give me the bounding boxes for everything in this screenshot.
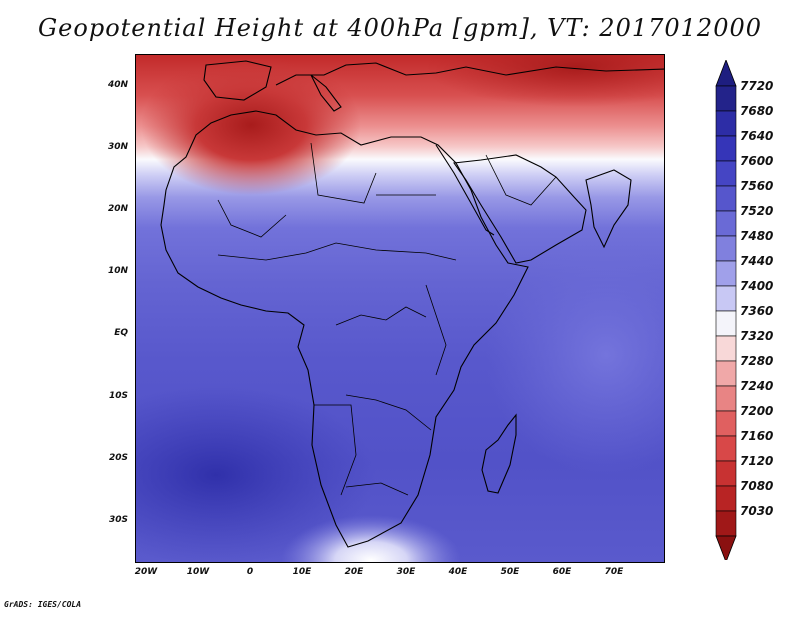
italy-outline	[310, 74, 342, 112]
india-outline	[585, 169, 632, 249]
colorbar-level-label: 7360	[740, 304, 774, 318]
lon-label-20e: 20E	[344, 567, 364, 577]
colorbar-swatch	[715, 235, 737, 262]
colorbar-swatch	[715, 410, 737, 437]
lat-label-eq: EQ	[114, 328, 128, 338]
colorbar-level-label: 7280	[740, 354, 774, 368]
africa-outline	[160, 110, 529, 548]
border-congo	[335, 306, 427, 326]
colorbar-top-arrow	[715, 60, 737, 87]
colorbar-level-label: 7080	[740, 479, 774, 493]
colorbar-bottom-arrow	[715, 535, 737, 560]
colorbar-level-label: 7320	[740, 329, 774, 343]
colorbar	[715, 60, 737, 560]
coastlines	[160, 60, 664, 548]
colorbar-level-label: 7160	[740, 429, 774, 443]
arabia-outline	[453, 154, 587, 264]
high-center-south	[281, 515, 461, 562]
lon-label-10w: 10W	[186, 567, 210, 577]
border-east-africa	[425, 284, 447, 376]
colorbar-level-label: 7680	[740, 104, 774, 118]
colorbar-level-label: 7030	[740, 504, 774, 518]
colorbar-level-label: 7600	[740, 154, 774, 168]
colorbar-swatch	[715, 110, 737, 137]
colorbar-swatch	[715, 135, 737, 162]
lat-label-30n: 30N	[107, 142, 128, 152]
iberia-outline	[203, 60, 272, 101]
geopotential-map	[136, 55, 664, 562]
light-blue-region	[486, 235, 664, 475]
madagascar-outline	[481, 413, 517, 494]
lon-label-40e: 40E	[448, 567, 468, 577]
colorbar-swatch	[715, 260, 737, 287]
credit-label: GrADS: IGES/COLA	[4, 600, 82, 609]
lon-label-10e: 10E	[292, 567, 312, 577]
colorbar-swatch	[715, 385, 737, 412]
lat-label-10n: 10N	[107, 266, 128, 276]
border-south-africa	[345, 482, 409, 496]
colorbar-level-label: 7560	[740, 179, 774, 193]
red-sea-outline	[435, 144, 495, 236]
lon-label-0: 0	[246, 567, 254, 577]
lon-label-70e: 70E	[604, 567, 624, 577]
border-libya	[310, 142, 377, 204]
lat-label-10s: 10S	[108, 391, 128, 401]
lat-label-20s: 20S	[108, 453, 128, 463]
colorbar-swatch	[715, 435, 737, 462]
low-center-east	[426, 55, 664, 107]
lat-label-40n: 40N	[107, 80, 128, 90]
colorbar-level-label: 7720	[740, 79, 774, 93]
lon-label-50e: 50E	[500, 567, 520, 577]
colorbar-swatch	[715, 185, 737, 212]
colorbar-swatch	[715, 510, 737, 537]
border-sahel	[217, 242, 457, 261]
colorbar-swatch	[715, 485, 737, 512]
deep-blue-region	[136, 385, 376, 562]
lat-label-30s: 30S	[108, 515, 128, 525]
lat-label-20n: 20N	[107, 204, 128, 214]
colorbar-swatch	[715, 335, 737, 362]
border-middle-east	[485, 154, 557, 206]
colorbar-level-label: 7520	[740, 204, 774, 218]
colorbar-level-label: 7440	[740, 254, 774, 268]
lon-label-60e: 60E	[552, 567, 572, 577]
europe-south-outline	[275, 62, 664, 86]
lon-label-30e: 30E	[396, 567, 416, 577]
colorbar-level-label: 7480	[740, 229, 774, 243]
border-algeria-mali	[217, 199, 287, 238]
colorbar-swatch	[715, 285, 737, 312]
colorbar-swatch	[715, 360, 737, 387]
colorbar-level-label: 7640	[740, 129, 774, 143]
colorbar-level-label: 7120	[740, 454, 774, 468]
colorbar-level-label: 7200	[740, 404, 774, 418]
map-panel	[135, 54, 665, 563]
colorbar-swatch	[715, 160, 737, 187]
border-southern	[345, 394, 432, 431]
colorbar-swatch	[715, 460, 737, 487]
colorbar-level-label: 7240	[740, 379, 774, 393]
country-borders	[217, 142, 557, 496]
colorbar-level-label: 7400	[740, 279, 774, 293]
colorbar-swatch	[715, 85, 737, 112]
border-angola-namibia	[314, 404, 357, 496]
colorbar-swatch	[715, 310, 737, 337]
map-title: Geopotential Height at 400hPa [gpm], VT:…	[38, 14, 762, 42]
colorbar-swatch	[715, 210, 737, 237]
lon-label-20w: 20W	[134, 567, 158, 577]
low-center-west	[141, 55, 361, 195]
